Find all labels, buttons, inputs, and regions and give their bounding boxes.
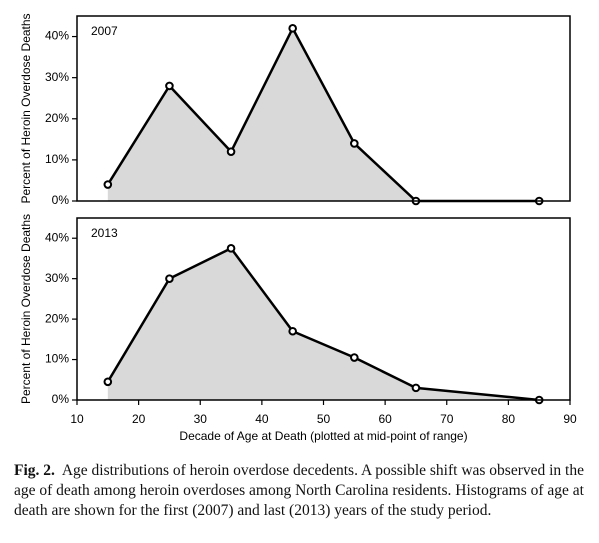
marker — [103, 180, 113, 189]
y-tick-label: 0% — [52, 193, 70, 207]
y-tick-label: 10% — [45, 352, 69, 366]
marker — [226, 244, 236, 253]
y-tick-label: 20% — [45, 311, 69, 325]
caption: Fig. 2. Age distributions of heroin over… — [14, 461, 584, 521]
y-tick-label: 10% — [45, 152, 69, 166]
caption-text: Age distributions of heroin overdose dec… — [14, 462, 584, 519]
y-axis-label: Percent of Heroin Overdose Deaths — [19, 214, 33, 404]
figure: 2007 0% 10% 20% 30% 40% Percent of Heroin Over… — [19, 13, 577, 443]
marker — [226, 147, 236, 156]
x-tick-label: 20 — [132, 412, 146, 426]
y-tick-label: 20% — [45, 111, 69, 125]
y-axis-label: Percent of Heroin Overdose Deaths — [19, 13, 33, 203]
y-tick-label: 40% — [45, 29, 69, 43]
y-tick-label: 0% — [52, 392, 70, 406]
x-axis-label: Decade of Age at Death (plotted at mid-p… — [179, 429, 467, 443]
marker — [165, 81, 174, 91]
x-tick-label: 40 — [255, 412, 269, 426]
caption-label: Fig. 2. — [14, 462, 55, 479]
x-tick-label: 80 — [502, 412, 516, 426]
marker — [103, 377, 113, 387]
x-tick-label: 30 — [194, 412, 208, 426]
x-tick-label: 10 — [70, 412, 84, 426]
y-tick-label: 30% — [45, 70, 69, 84]
area — [107, 248, 540, 400]
marker — [350, 353, 359, 362]
x-tick-label: 50 — [317, 412, 331, 426]
x-tick-label: 90 — [563, 412, 577, 426]
marker — [411, 383, 421, 393]
panel-label: 2013 — [91, 226, 118, 240]
x-tick-label: 60 — [378, 412, 392, 426]
panel-label: 2007 — [91, 24, 118, 38]
marker — [350, 139, 359, 148]
y-tick-label: 30% — [45, 271, 69, 285]
marker — [288, 24, 297, 33]
plot-frame — [76, 15, 571, 202]
y-tick-label: 40% — [45, 230, 69, 244]
marker — [165, 274, 174, 283]
x-tick-label: 70 — [440, 412, 454, 426]
marker — [288, 326, 297, 336]
area — [107, 28, 540, 202]
